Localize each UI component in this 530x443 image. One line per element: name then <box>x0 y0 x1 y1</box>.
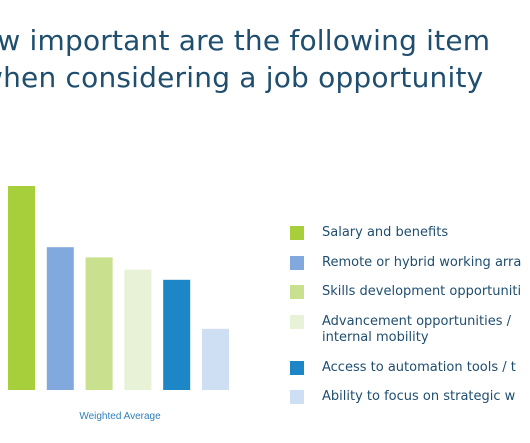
legend-item: Salary and benefits <box>290 225 448 241</box>
legend-swatch <box>290 226 304 240</box>
bar-6 <box>202 328 229 390</box>
legend-label-line: Salary and benefits <box>322 225 449 240</box>
legend-swatch <box>290 285 304 299</box>
legend-label: Access to automation tools / t <box>322 360 516 376</box>
bar-group <box>8 186 229 390</box>
legend-label: Remote or hybrid working arra <box>322 255 521 271</box>
legend-label-line: Ability to focus on strategic w <box>322 389 516 404</box>
legend-item: Remote or hybrid working arra <box>290 255 521 271</box>
bar-1 <box>8 186 35 390</box>
legend-label: Advancement opportunities / internal mobi… <box>322 314 511 346</box>
legend-swatch <box>290 256 304 270</box>
legend-swatch <box>290 315 304 329</box>
legend-label-line: Access to automation tools / t <box>322 360 516 375</box>
legend-label-line: Skills development opportuniti <box>322 284 522 299</box>
bar-4 <box>124 269 152 390</box>
chart-title: ow important are the following item when… <box>0 22 530 96</box>
legend-item: Advancement opportunities / internal mobi… <box>290 314 511 346</box>
bar-2 <box>46 247 74 390</box>
bar-5 <box>163 279 191 390</box>
legend-label-line: Advancement opportunities / <box>322 314 512 329</box>
legend-label-line: internal mobility <box>322 330 429 345</box>
legend-swatch <box>290 361 304 375</box>
chart-title-line-2: when considering a job opportunity <box>0 61 484 94</box>
bar-chart <box>8 186 229 390</box>
chart-title-line-1: ow important are the following item <box>0 24 491 57</box>
legend-label: Ability to focus on strategic w <box>322 389 515 405</box>
legend-label-line: Remote or hybrid working arra <box>322 255 522 270</box>
bar-3 <box>85 257 113 390</box>
legend-label: Skills development opportuniti <box>322 284 521 300</box>
x-axis-label: Weighted Average <box>79 411 161 422</box>
legend-item: Skills development opportuniti <box>290 284 521 300</box>
legend-item: Ability to focus on strategic w <box>290 389 515 405</box>
legend-item: Access to automation tools / t <box>290 360 516 376</box>
legend-swatch <box>290 390 304 404</box>
legend-label: Salary and benefits <box>322 225 448 241</box>
